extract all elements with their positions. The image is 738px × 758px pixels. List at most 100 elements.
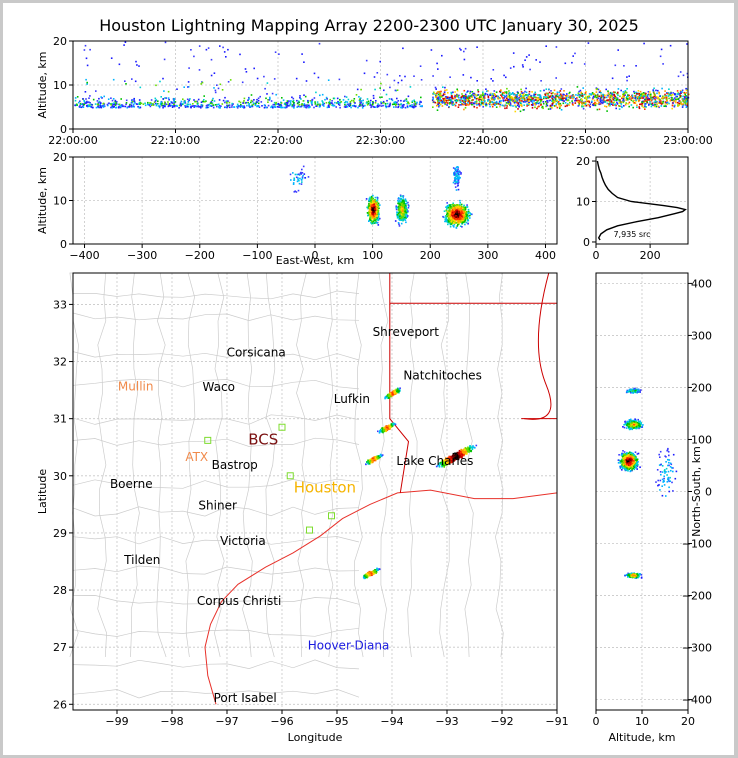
time-height-source (183, 102, 185, 104)
time-height-source (263, 106, 266, 109)
ew-height-source (401, 201, 404, 203)
ew-height-source (398, 211, 401, 214)
plan-view-source (389, 427, 391, 429)
time-height-source (329, 103, 331, 106)
time-height-source (439, 98, 441, 101)
time-height-source (450, 91, 452, 94)
time-height-source (607, 104, 610, 107)
time-height-source (491, 105, 494, 108)
time-height-source (336, 102, 338, 104)
time-height-source (522, 101, 525, 103)
time-height-source (519, 97, 522, 100)
time-height-source (448, 103, 451, 105)
time-height-source (245, 101, 247, 104)
time-height-source (461, 103, 464, 106)
time-height-source (523, 100, 526, 102)
ew-height-source (448, 208, 451, 211)
time-height-source (653, 97, 655, 100)
time-height-source (542, 102, 545, 105)
time-height-source (539, 101, 541, 104)
time-height-source (525, 87, 527, 90)
ew-height-source (394, 220, 397, 222)
time-height-source (623, 94, 625, 97)
ew-height-source (399, 219, 402, 221)
time-height-source (671, 97, 673, 99)
plan-view-source (393, 423, 395, 426)
time-height-source (474, 101, 476, 103)
ew-height-source (453, 212, 455, 214)
time-height-source (567, 103, 569, 105)
county-boundary (72, 595, 360, 605)
county-boundary (72, 565, 360, 575)
time-height-source (363, 72, 366, 75)
time-height-source (440, 94, 442, 97)
time-height-source (569, 91, 571, 94)
time-height-source (658, 101, 661, 103)
time-height-source (397, 106, 399, 109)
time-height-source (420, 79, 423, 81)
time-height-source (548, 88, 550, 91)
time-height-source (645, 99, 647, 102)
ew-height-source (400, 213, 403, 216)
time-height-source (528, 90, 531, 93)
time-height-source (273, 103, 275, 106)
plan-view-source (378, 432, 381, 434)
time-height-source (338, 101, 340, 104)
time-height-source (316, 104, 319, 107)
time-height-source (378, 104, 381, 107)
time-height-source (436, 92, 439, 94)
time-height-source (372, 94, 375, 97)
time-height-source (563, 97, 565, 100)
sensor-station-marker (278, 423, 286, 431)
time-height-source (652, 89, 654, 91)
time-height-source (456, 94, 459, 97)
ew-height-source (401, 195, 404, 197)
time-height-source (669, 99, 672, 102)
time-height-source (503, 92, 506, 94)
time-height-source (614, 95, 616, 98)
time-height-source (683, 95, 686, 97)
time-height-source (187, 105, 190, 108)
time-height-source (165, 97, 168, 99)
time-height-source (436, 91, 439, 93)
ew-height-source (373, 208, 376, 210)
time-height-source (186, 98, 189, 101)
time-height-source (155, 99, 158, 101)
time-height-source (481, 94, 484, 97)
time-height-source (502, 99, 505, 101)
ew-height-source (368, 198, 371, 201)
time-height-source (121, 104, 123, 106)
time-height-source (551, 100, 553, 102)
time-height-source (516, 104, 519, 107)
ew-height-source (398, 214, 401, 216)
time-height-source (506, 105, 508, 107)
time-height-source (652, 91, 655, 93)
time-height-source (556, 95, 559, 98)
time-height-source (460, 98, 463, 100)
time-height-source (267, 104, 270, 107)
time-height-source (542, 101, 545, 103)
time-height-source (361, 107, 364, 109)
time-height-source (577, 93, 580, 95)
time-height-source (513, 102, 516, 104)
ew-height-source (400, 222, 403, 225)
time-height-source (179, 102, 182, 105)
time-height-source (623, 93, 625, 95)
time-height-source (573, 96, 575, 99)
time-height-source (501, 104, 504, 107)
time-height-source (210, 105, 213, 107)
ew-height-source (402, 205, 404, 208)
time-height-source (87, 101, 90, 103)
time-height-source (602, 97, 605, 99)
time-height-source (296, 106, 298, 108)
plan-view-source (377, 457, 379, 459)
ew-height-source (297, 178, 299, 181)
time-height-source (407, 101, 409, 104)
time-height-source (537, 98, 540, 101)
time-height-source (190, 105, 192, 108)
time-height-source (216, 103, 218, 106)
time-height-source (558, 103, 560, 106)
time-height-source (97, 106, 100, 109)
time-height-source (336, 97, 339, 100)
plan-view-source (388, 394, 391, 396)
